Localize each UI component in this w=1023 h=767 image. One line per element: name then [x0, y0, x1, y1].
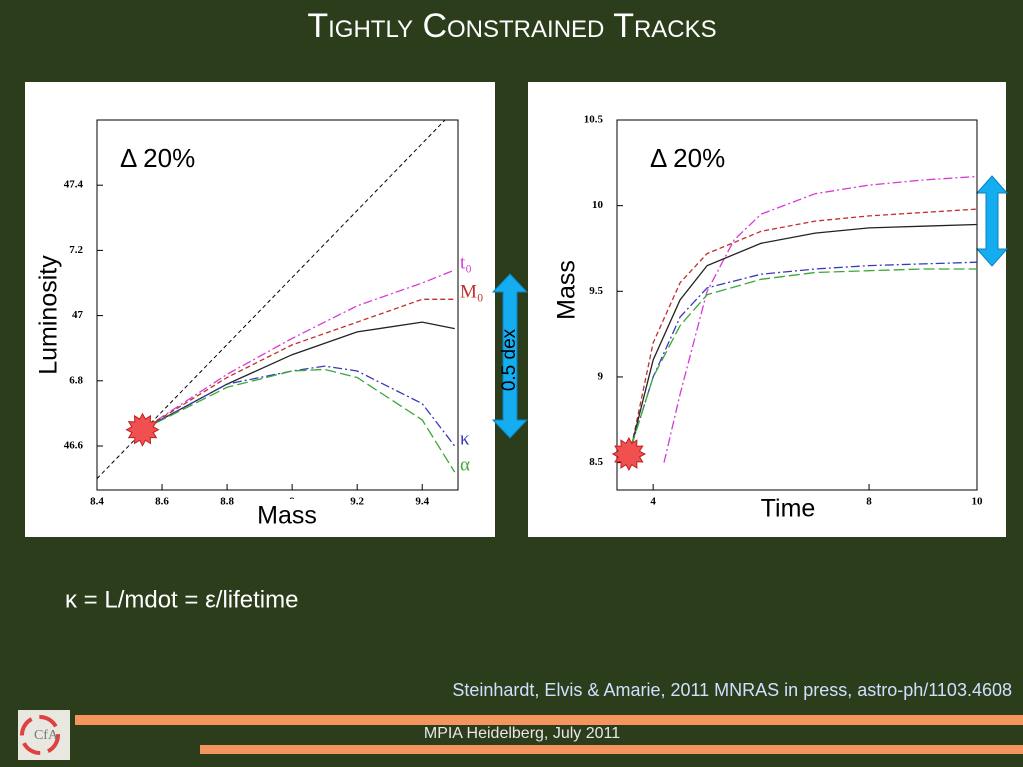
highlight-point — [125, 412, 160, 447]
annotation: Δ 20% — [650, 143, 725, 173]
citation: Steinhardt, Elvis & Amarie, 2011 MNRAS i… — [452, 680, 1012, 700]
footer-text: MPIA Heidelberg, July 2011 — [424, 725, 620, 742]
x-axis-label: Time — [761, 495, 816, 523]
y-tick-label: 8.5 — [589, 456, 603, 468]
annotation: Δ 20% — [120, 143, 195, 173]
x-tick-label: 8.4 — [90, 496, 104, 508]
footer-stripe — [200, 745, 1023, 754]
y-tick-label: 9.5 — [589, 285, 603, 297]
x-label-box — [241, 499, 333, 537]
series-line — [630, 268, 977, 446]
series-label: κ — [460, 428, 470, 449]
series-label: t₀ — [460, 252, 472, 273]
range-arrow — [491, 273, 529, 439]
x-axis-label: Mass — [257, 502, 317, 530]
series-line — [96, 119, 446, 479]
chart-panel — [25, 82, 495, 537]
series-line — [630, 223, 978, 446]
logo-ring — [20, 715, 60, 755]
series-line — [142, 368, 456, 473]
y-tick-label: 9 — [598, 370, 604, 382]
plot-frame — [616, 119, 978, 491]
highlight-point — [611, 436, 646, 472]
x-tick-label: 4 — [650, 496, 656, 508]
y-axis-label: Mass — [553, 260, 581, 320]
slide-title: Tightly Constrained Tracks — [307, 7, 716, 45]
footer-stripe — [75, 715, 1023, 725]
series-line — [663, 175, 978, 463]
series-label: M₀ — [460, 282, 484, 303]
series-label: α — [460, 454, 470, 475]
arrow-label: 0.5 dex — [499, 328, 520, 391]
formula: κ = L/mdot = ε/lifetime — [65, 586, 298, 613]
chart-panel — [528, 82, 1006, 537]
x-tick-label: 9.4 — [415, 496, 429, 508]
series-line — [142, 365, 456, 447]
range-arrow — [975, 175, 1009, 267]
y-tick-label: 10.5 — [584, 114, 604, 126]
logo-text: CfA — [34, 728, 59, 743]
y-tick-label: 47.4 — [64, 179, 84, 191]
series-line — [142, 298, 455, 431]
x-tick-label: 8.6 — [155, 496, 169, 508]
series-line — [630, 261, 978, 446]
series-line — [142, 269, 455, 431]
y-tick-label: 47 — [72, 309, 84, 321]
y-tick-label: 46.6 — [64, 440, 84, 452]
x-tick-label: 9.2 — [350, 496, 364, 508]
y-tick-label: 7.2 — [69, 244, 83, 256]
x-tick-label: 10 — [972, 496, 984, 508]
x-tick-label: 8 — [866, 496, 872, 508]
y-tick-label: 10 — [592, 199, 604, 211]
y-axis-label: Luminosity — [35, 255, 63, 375]
plot-frame — [96, 119, 459, 491]
y-tick-label: 6.8 — [69, 374, 83, 386]
series-line — [630, 208, 978, 446]
x-tick-label: 8.8 — [220, 496, 234, 508]
